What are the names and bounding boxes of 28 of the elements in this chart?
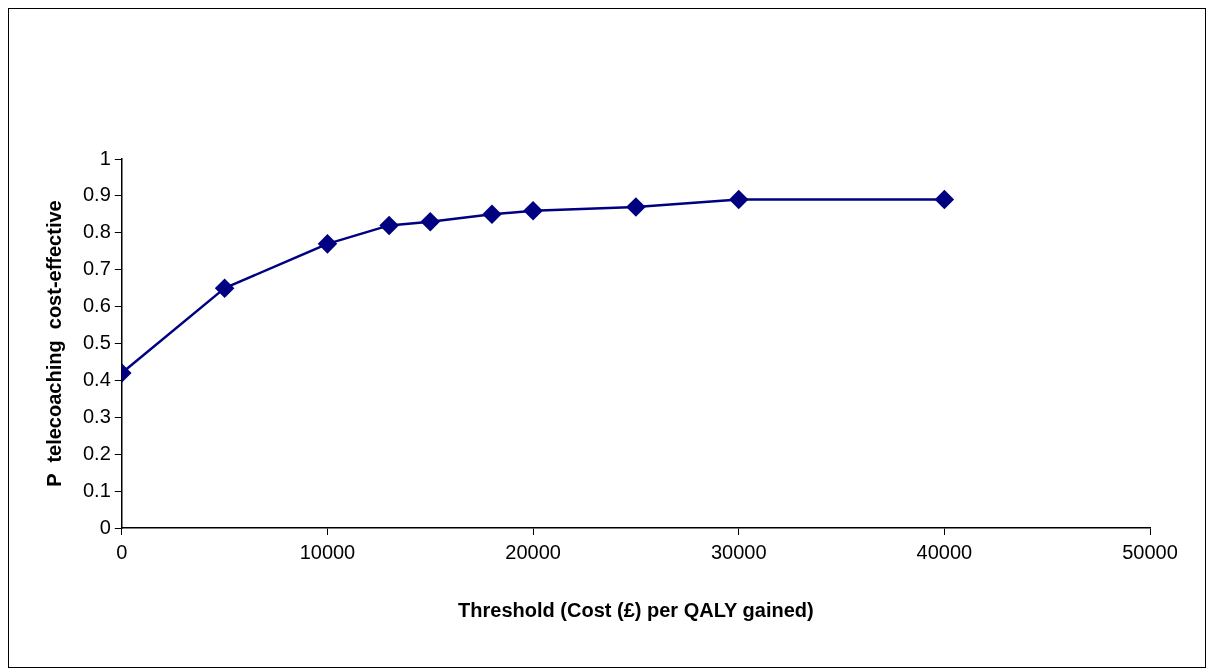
x-tick-label: 20000 xyxy=(505,540,561,563)
point xyxy=(318,234,337,254)
y-tick-label: 0 xyxy=(99,515,111,538)
y-tick-label: 0.3 xyxy=(82,404,111,427)
y-tick-label: 0.5 xyxy=(82,331,111,354)
y-tick-label: 0.6 xyxy=(82,294,111,317)
point xyxy=(421,212,440,231)
y-tick-label: 0.4 xyxy=(82,367,111,390)
y-tick-label: 0.2 xyxy=(82,441,111,464)
point xyxy=(729,190,748,209)
y-tick-label: 0.7 xyxy=(82,257,111,280)
y-tick-label: 0.9 xyxy=(82,183,111,206)
x-tick-label: 40000 xyxy=(916,540,973,563)
y-tick-label: 0.1 xyxy=(82,478,111,501)
point xyxy=(626,197,646,217)
x-tick-label: 50000 xyxy=(1122,540,1178,563)
x-tick-label: 30000 xyxy=(710,540,767,563)
point xyxy=(935,190,954,209)
x-tick-label: 10000 xyxy=(299,540,356,563)
point xyxy=(379,216,399,235)
x-axis-title: Threshold (Cost (£) per QALY gained) xyxy=(458,598,814,621)
point xyxy=(523,201,543,220)
y-axis-title: P telecoaching cost-effective xyxy=(42,200,65,487)
point xyxy=(215,278,234,298)
x-tick-label: 0 xyxy=(116,540,128,563)
point xyxy=(482,205,502,224)
y-tick-label: 1 xyxy=(99,146,111,169)
y-tick-label: 0.8 xyxy=(82,220,111,243)
